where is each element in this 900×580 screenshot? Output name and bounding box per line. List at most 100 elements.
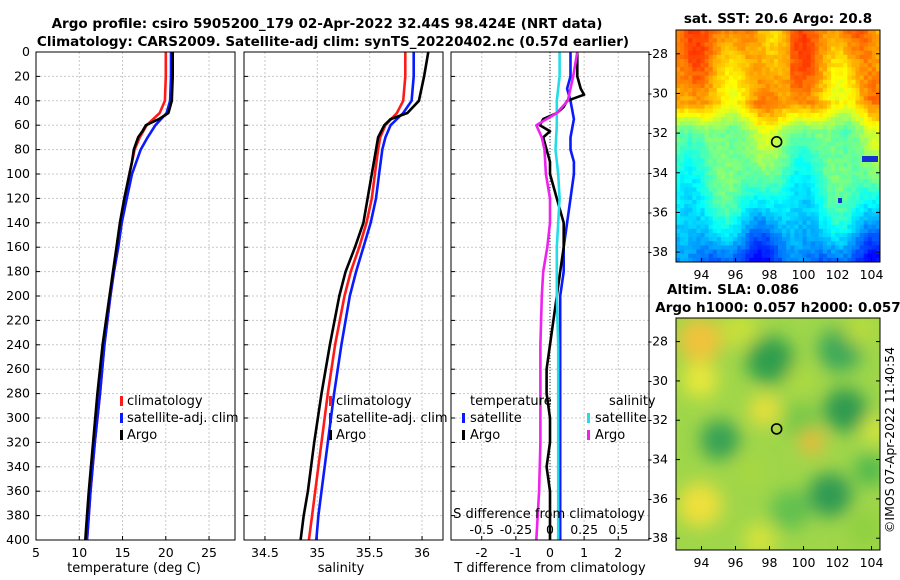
- sst-cell: [773, 220, 779, 226]
- sst-cell: [769, 104, 775, 110]
- sst-cell: [700, 129, 706, 135]
- sst-cell: [680, 71, 685, 77]
- sst-cell: [826, 59, 832, 64]
- sst-cell: [696, 245, 702, 251]
- sst-cell: [761, 92, 767, 97]
- sst-cell: [700, 158, 706, 164]
- sst-cell: [684, 220, 689, 226]
- sst-cell: [839, 121, 844, 126]
- sst-cell: [847, 121, 853, 126]
- sst-cell: [871, 257, 877, 262]
- sst-cell: [818, 79, 824, 85]
- sst-cell: [859, 141, 865, 147]
- sst-cell: [720, 67, 726, 73]
- sst-cell: [867, 204, 873, 209]
- sst-cell: [692, 88, 698, 93]
- sst-cell: [733, 83, 738, 89]
- sst-cell: [773, 54, 779, 60]
- sst-cell: [733, 253, 738, 259]
- sst-cell: [692, 224, 698, 230]
- sst-cell: [875, 208, 880, 213]
- sst-cell: [680, 150, 685, 155]
- sst-cell: [761, 212, 767, 218]
- sst-cell: [773, 83, 779, 89]
- sst-cell: [806, 117, 812, 122]
- sst-cell: [798, 233, 804, 238]
- sst-cell: [863, 253, 869, 259]
- sst-cell: [810, 38, 816, 44]
- sst-cell: [847, 137, 853, 143]
- sst-cell: [761, 237, 767, 242]
- sst-cell: [729, 129, 734, 135]
- sst-cell: [765, 100, 771, 106]
- sst-cell: [753, 63, 759, 68]
- sst-cell: [867, 253, 873, 259]
- sst-cell: [749, 129, 755, 135]
- sst-cell: [720, 162, 726, 168]
- y-tick-label: 160: [6, 239, 30, 254]
- sst-cell: [724, 63, 730, 68]
- sst-cell: [794, 67, 800, 73]
- y-tick-label: -28: [648, 46, 668, 61]
- sst-cell: [810, 96, 816, 102]
- sst-cell: [773, 67, 779, 73]
- sst-cell: [765, 216, 771, 222]
- sst-cell: [802, 204, 808, 209]
- sst-cell: [782, 117, 787, 122]
- sst-cell: [676, 224, 681, 230]
- sst-cell: [835, 71, 840, 77]
- sst-cell: [822, 63, 828, 68]
- sst-cell: [688, 96, 694, 102]
- sst-cell: [737, 30, 742, 35]
- sst-cell: [696, 154, 702, 160]
- sst-cell: [745, 129, 751, 135]
- sst-cell: [716, 46, 722, 52]
- s-satellite-line: [554, 52, 561, 540]
- sst-cell: [696, 166, 702, 172]
- sst-cell: [708, 100, 714, 106]
- sst-cell: [753, 228, 759, 234]
- sst-cell: [696, 233, 702, 238]
- sst-cell: [733, 133, 738, 139]
- sst-cell: [863, 112, 869, 118]
- y-tick-label: -30: [648, 85, 668, 100]
- sst-cell: [741, 179, 747, 184]
- sst-cell: [704, 46, 710, 52]
- sst-cell: [863, 237, 869, 242]
- sst-cell: [733, 199, 738, 205]
- sst-cell: [737, 42, 742, 48]
- sst-cell: [863, 117, 869, 122]
- sst-cell: [822, 245, 828, 251]
- sst-cell: [859, 191, 865, 197]
- sst-cell: [761, 170, 767, 176]
- sst-cell: [802, 245, 808, 251]
- sst-cell: [855, 245, 861, 251]
- sst-cell: [831, 34, 836, 39]
- sst-cell: [724, 208, 730, 213]
- sst-cell: [839, 104, 844, 110]
- sst-cell: [720, 241, 726, 247]
- sst-cell: [737, 133, 742, 139]
- sst-cell: [859, 224, 865, 230]
- sst-cell: [720, 30, 726, 35]
- sst-cell: [729, 34, 734, 39]
- sst-cell: [753, 125, 759, 131]
- sst-cell: [863, 59, 869, 64]
- y-tick-label: 300: [6, 410, 30, 425]
- sst-cell: [810, 30, 816, 35]
- sst-cell: [855, 195, 861, 201]
- x-tick-label: 98: [762, 555, 778, 570]
- sst-cell: [720, 212, 726, 218]
- sst-cell: [741, 121, 747, 126]
- sst-cell: [741, 137, 747, 143]
- sst-cell: [790, 175, 796, 180]
- sst-cell: [806, 175, 812, 180]
- sst-cell: [692, 96, 698, 102]
- sst-cell: [782, 137, 787, 143]
- sla-blob: [700, 420, 740, 460]
- sst-cell: [684, 83, 689, 89]
- sst-cell: [835, 141, 840, 147]
- sst-cell: [810, 216, 816, 222]
- sst-cell: [867, 67, 873, 73]
- sst-cell: [757, 175, 763, 180]
